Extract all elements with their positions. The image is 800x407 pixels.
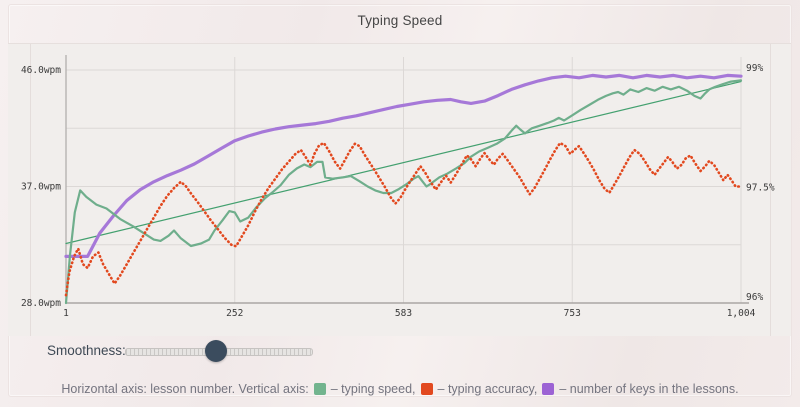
typing-speed-legend-label: – typing speed, bbox=[330, 382, 416, 396]
typing-chart[interactable]: 46.0wpm 37.0wpm 28.0wpm 99% 97.5% 96% 1 252 583 7… bbox=[0, 0, 800, 340]
left-axis-tick-label: 37.0wpm bbox=[21, 182, 61, 193]
chart-legend: Horizontal axis: lesson number. Vertical… bbox=[0, 382, 800, 396]
typing-speed-swatch bbox=[313, 383, 326, 395]
x-axis-tick-label: 1,004 bbox=[727, 308, 756, 319]
left-axis-tick-label: 28.0wpm bbox=[21, 298, 61, 309]
right-axis-tick-label: 96% bbox=[746, 292, 763, 303]
series-typing-speed bbox=[64, 79, 743, 305]
series-typing-speed-trend bbox=[65, 80, 742, 245]
x-axis-tick-label: 753 bbox=[564, 308, 581, 319]
smoothness-label: Smoothness: bbox=[47, 343, 126, 358]
right-axis-tick-label: 99% bbox=[746, 63, 763, 74]
x-axis-tick-label: 252 bbox=[226, 308, 243, 319]
left-axis-tick-label: 46.0wpm bbox=[21, 65, 61, 76]
smoothness-slider[interactable] bbox=[125, 340, 313, 362]
page-title: Typing Speed bbox=[357, 13, 443, 28]
smoothness-slider-thumb[interactable] bbox=[205, 340, 228, 362]
keys-count-swatch bbox=[542, 383, 555, 395]
chart-canvas bbox=[30, 44, 771, 336]
series-number-of-keys-in-the-lessons bbox=[64, 73, 743, 258]
legend-prefix: Horizontal axis: lesson number. Vertical… bbox=[61, 382, 309, 396]
keys-count-legend-label: – number of keys in the lessons. bbox=[559, 382, 739, 396]
typing-accuracy-swatch bbox=[420, 383, 433, 395]
x-axis-tick-label: 1 bbox=[63, 308, 69, 319]
x-axis-tick-label: 583 bbox=[395, 308, 412, 319]
right-axis-tick-label: 97.5% bbox=[746, 183, 775, 194]
series-typing-accuracy bbox=[64, 141, 743, 297]
typing-accuracy-legend-label: – typing accuracy, bbox=[437, 382, 538, 396]
